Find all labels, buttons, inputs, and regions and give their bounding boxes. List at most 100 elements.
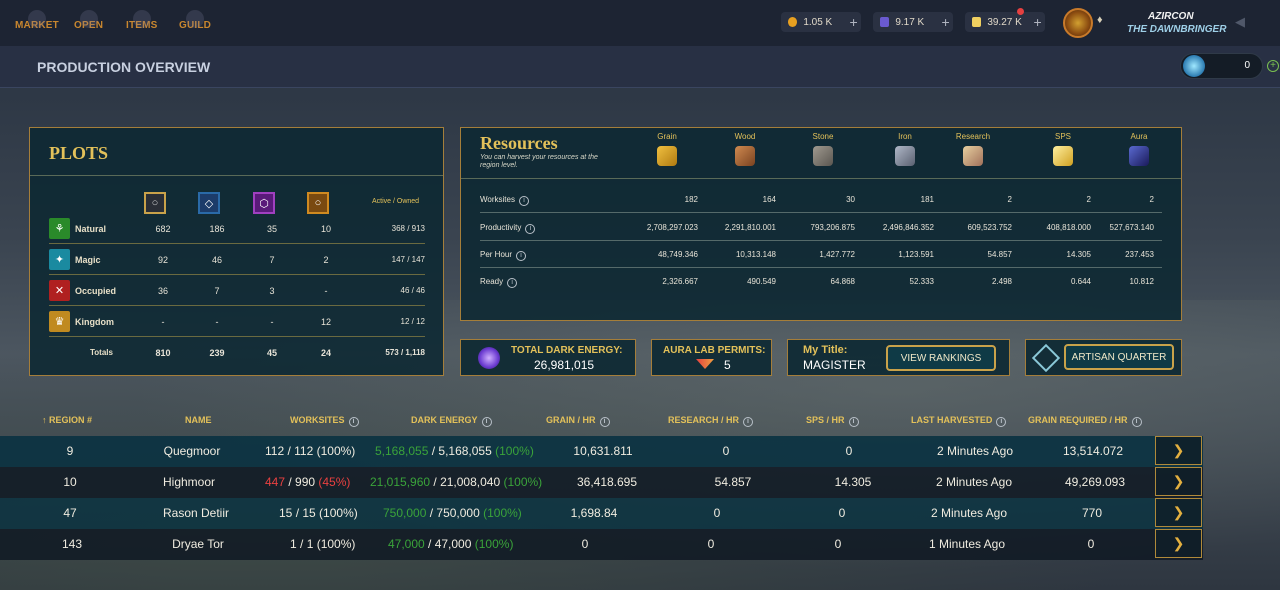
- plots-owned: 46 / 46: [400, 286, 425, 295]
- header-required-label: GRAIN REQUIRED / HR: [1028, 415, 1128, 425]
- res-cell: 2,708,297.023: [646, 223, 698, 232]
- info-icon[interactable]: i: [518, 196, 529, 206]
- region-name[interactable]: Dryae Tor: [172, 537, 224, 551]
- de-current: 21,015,960: [370, 475, 431, 489]
- plots-title: PLOTS: [49, 143, 109, 163]
- info-icon[interactable]: i: [1131, 417, 1142, 427]
- res-col-label: Wood: [734, 132, 756, 141]
- add-coins-button[interactable]: +: [849, 14, 858, 30]
- nav-market[interactable]: MARKET: [15, 10, 59, 31]
- header-last-harvested[interactable]: LAST HARVESTED i: [911, 415, 1007, 427]
- res-col-research: Research: [938, 132, 1008, 166]
- info-icon[interactable]: i: [516, 251, 527, 261]
- open-region-button[interactable]: ❯: [1155, 529, 1202, 558]
- divider: [30, 175, 443, 176]
- info-icon[interactable]: i: [481, 417, 492, 427]
- table-row[interactable]: 10 Highmoor 447 / 990 (45%) 21,015,960 /…: [0, 467, 1203, 498]
- res-cell: 0.644: [1070, 277, 1091, 286]
- plots-owned: 368 / 913: [391, 224, 425, 233]
- nav-items[interactable]: ITEMS: [126, 10, 158, 31]
- worksites-cell: 1 / 1 (100%): [290, 537, 390, 551]
- header-name[interactable]: NAME: [185, 415, 212, 425]
- ws-active: 15: [279, 506, 293, 520]
- res-row-label-text: Per Hour: [480, 250, 513, 259]
- table-row[interactable]: 143 Dryae Tor 1 / 1 (100%) 47,000 / 47,0…: [0, 529, 1203, 560]
- add-energy-button[interactable]: +: [1267, 60, 1279, 72]
- add-shards-button[interactable]: +: [1033, 14, 1042, 30]
- user-name[interactable]: AZIRCON: [1148, 11, 1194, 22]
- research-hr: 0: [713, 506, 721, 520]
- info-icon[interactable]: i: [507, 278, 518, 288]
- artisan-quarter-button[interactable]: ARTISAN QUARTER: [1064, 344, 1174, 370]
- res-cell: 408,818.000: [1046, 223, 1092, 232]
- items-icon: [132, 10, 151, 28]
- header-sps-label: SPS / HR: [806, 415, 845, 425]
- de-total: / 21,008,040: [430, 475, 504, 489]
- info-icon[interactable]: i: [848, 417, 859, 427]
- header-research-hr[interactable]: RESEARCH / HR i: [668, 415, 754, 427]
- shards-value: 39.27 K: [987, 16, 1022, 28]
- res-cell: 2.498: [991, 277, 1012, 286]
- plots-cell: -: [324, 286, 328, 296]
- res-cell: 2,326.667: [662, 277, 698, 286]
- table-row[interactable]: 47 Rason Detiir 15 / 15 (100%) 750,000 /…: [0, 498, 1203, 529]
- region-name[interactable]: Rason Detiir: [162, 506, 230, 520]
- my-title-label: My Title:: [803, 344, 848, 356]
- res-col-label: Grain: [657, 132, 677, 141]
- region-name[interactable]: Quegmoor: [163, 444, 221, 458]
- worksites-cell: 112 / 112 (100%): [265, 444, 365, 458]
- plots-cell: 7: [269, 255, 275, 265]
- epic-deed-icon: ⬡: [253, 192, 275, 214]
- header-grain-required[interactable]: GRAIN REQUIRED / HR i: [1028, 415, 1142, 427]
- info-icon[interactable]: i: [599, 417, 610, 427]
- plots-cell: 12: [320, 317, 331, 327]
- region-number: 9: [66, 444, 74, 458]
- research-hr: 0: [707, 537, 715, 551]
- header-research-label: RESEARCH / HR: [668, 415, 740, 425]
- region-name[interactable]: Highmoor: [162, 475, 216, 489]
- chevron-right-icon: ❯: [1172, 442, 1185, 458]
- sps-hr: 14.305: [834, 475, 872, 489]
- info-icon[interactable]: i: [996, 417, 1007, 427]
- res-col-grain: Grain: [632, 132, 702, 166]
- res-cell: 164: [762, 195, 776, 204]
- nav-guild[interactable]: GUILD: [179, 10, 211, 31]
- info-icon[interactable]: i: [743, 417, 754, 427]
- res-cell: 2,291,810.001: [724, 223, 776, 232]
- nav-open[interactable]: OPEN: [74, 10, 103, 31]
- header-region[interactable]: ↑ REGION #: [42, 415, 92, 425]
- energy-value: 0: [1244, 60, 1250, 71]
- info-icon[interactable]: i: [525, 224, 536, 234]
- add-merits-button[interactable]: +: [941, 14, 950, 30]
- plots-row-kingdom: ♛ Kingdom - - - 12 12 / 12: [49, 307, 425, 337]
- plots-row-natural: ⚘ Natural 682 186 35 10 368 / 913: [49, 214, 425, 244]
- header-sps-hr[interactable]: SPS / HR i: [806, 415, 859, 427]
- res-cell: 2,496,846.352: [882, 223, 934, 232]
- dark-energy-box: TOTAL DARK ENERGY: 26,981,015: [460, 339, 636, 376]
- res-cell: 609,523.752: [967, 223, 1013, 232]
- table-row[interactable]: 9 Quegmoor 112 / 112 (100%) 5,168,055 / …: [0, 436, 1203, 467]
- header-grain-label: GRAIN / HR: [546, 415, 596, 425]
- ws-active: 447: [265, 475, 286, 489]
- sound-icon[interactable]: ◀: [1235, 14, 1245, 29]
- res-row-productivity: Productivity i 2,708,297.023 2,291,810.00…: [480, 214, 1162, 241]
- chevron-right-icon: ❯: [1172, 535, 1185, 551]
- avatar[interactable]: [1063, 8, 1093, 38]
- res-row-label: Ready i: [480, 277, 518, 288]
- de-pct: (100%): [483, 506, 522, 520]
- de-total: / 750,000: [426, 506, 484, 520]
- de-pct: (100%): [474, 537, 514, 551]
- header-worksites[interactable]: WORKSITES i: [290, 415, 359, 427]
- nav-items-label: ITEMS: [126, 20, 158, 31]
- info-icon[interactable]: i: [348, 417, 359, 427]
- totals-label: Totals: [90, 348, 113, 357]
- header-dark-energy[interactable]: DARK ENERGY i: [411, 415, 492, 427]
- energy-gem-icon: [1183, 55, 1205, 77]
- top-nav: MARKET OPEN ITEMS GUILD 1.05 K + 9.17 K …: [0, 0, 1280, 46]
- open-region-button[interactable]: ❯: [1155, 436, 1202, 465]
- view-rankings-button[interactable]: VIEW RANKINGS: [886, 345, 996, 371]
- header-grain-hr[interactable]: GRAIN / HR i: [546, 415, 610, 427]
- open-region-button[interactable]: ❯: [1155, 498, 1202, 527]
- worksites-cell: 15 / 15 (100%): [279, 506, 379, 520]
- open-region-button[interactable]: ❯: [1155, 467, 1202, 496]
